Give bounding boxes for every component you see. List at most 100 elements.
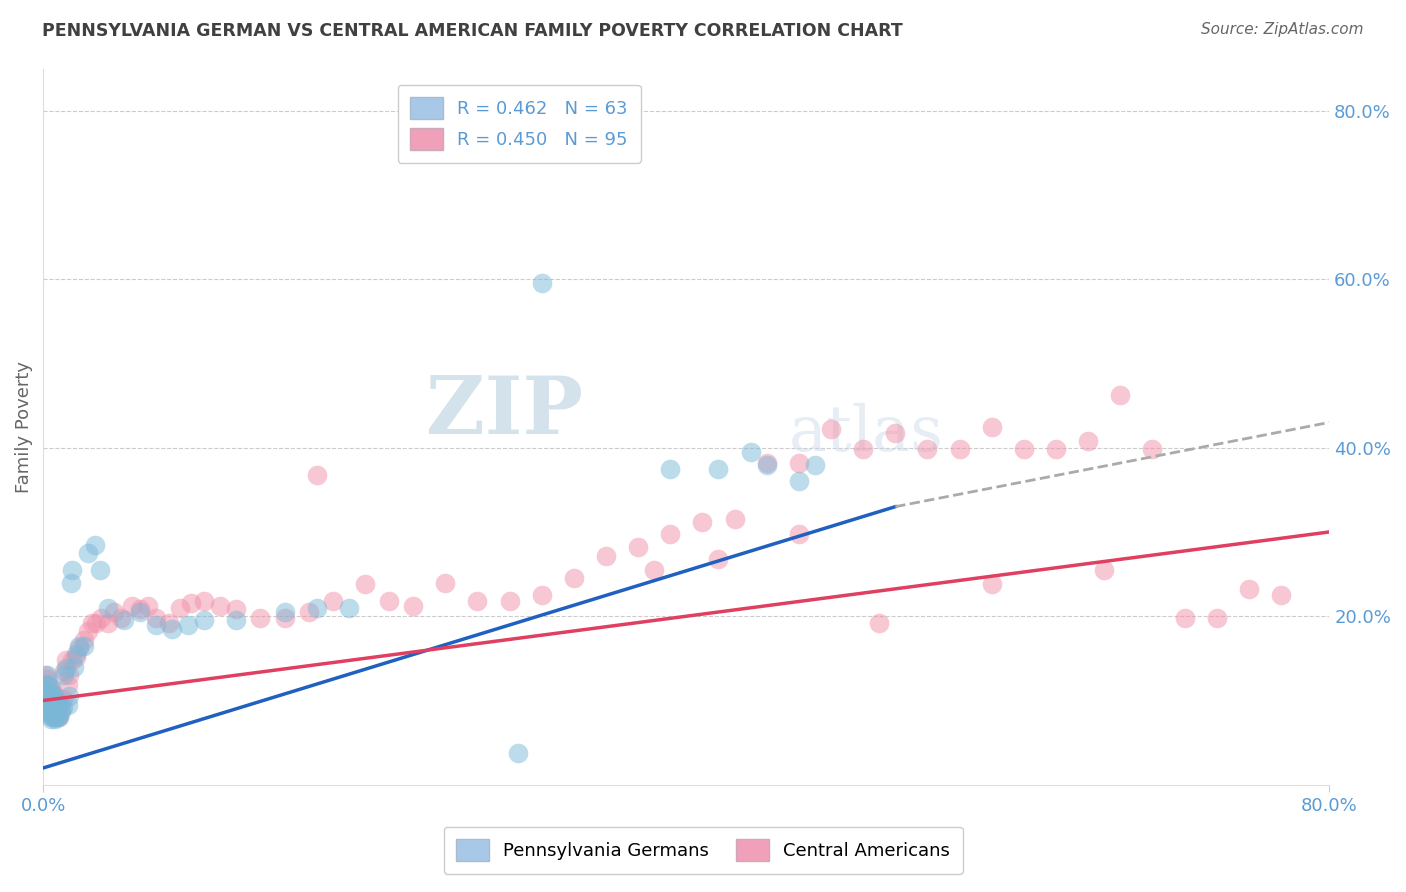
- Point: [44, 700, 66, 714]
- Point: [37, 687, 59, 701]
- Point: [402, 599, 425, 614]
- Point: [337, 600, 360, 615]
- Point: [41, 712, 63, 726]
- Point: [755, 458, 778, 472]
- Point: [97, 600, 120, 615]
- Point: [45, 695, 67, 709]
- Point: [1012, 442, 1035, 457]
- Point: [41, 702, 63, 716]
- Point: [46, 695, 69, 709]
- Point: [45, 708, 67, 723]
- Point: [55, 661, 77, 675]
- Point: [45, 698, 67, 712]
- Point: [44, 710, 66, 724]
- Point: [160, 622, 183, 636]
- Legend: Pennsylvania Germans, Central Americans: Pennsylvania Germans, Central Americans: [443, 827, 963, 874]
- Point: [378, 594, 401, 608]
- Point: [948, 442, 970, 457]
- Point: [121, 599, 143, 614]
- Point: [298, 605, 321, 619]
- Point: [209, 599, 232, 614]
- Point: [34, 693, 56, 707]
- Point: [42, 708, 65, 723]
- Point: [145, 617, 167, 632]
- Point: [787, 475, 810, 489]
- Text: atlas: atlas: [789, 403, 943, 465]
- Point: [273, 611, 295, 625]
- Point: [58, 668, 80, 682]
- Point: [112, 614, 135, 628]
- Point: [1270, 588, 1292, 602]
- Point: [38, 698, 60, 712]
- Point: [659, 526, 682, 541]
- Point: [44, 712, 66, 726]
- Point: [787, 456, 810, 470]
- Point: [707, 462, 730, 476]
- Point: [65, 649, 87, 664]
- Point: [38, 693, 60, 707]
- Point: [55, 653, 77, 667]
- Legend: R = 0.462   N = 63, R = 0.450   N = 95: R = 0.462 N = 63, R = 0.450 N = 95: [398, 85, 641, 163]
- Point: [65, 647, 87, 661]
- Point: [707, 552, 730, 566]
- Point: [38, 681, 60, 695]
- Point: [1174, 611, 1197, 625]
- Point: [37, 678, 59, 692]
- Point: [273, 605, 295, 619]
- Point: [58, 690, 80, 704]
- Point: [804, 458, 827, 472]
- Point: [128, 602, 150, 616]
- Point: [249, 611, 271, 625]
- Point: [37, 676, 59, 690]
- Point: [169, 600, 191, 615]
- Point: [35, 685, 58, 699]
- Point: [42, 710, 65, 724]
- Point: [506, 746, 529, 760]
- Point: [643, 563, 665, 577]
- Point: [46, 710, 69, 724]
- Point: [37, 698, 59, 712]
- Point: [48, 708, 70, 723]
- Point: [787, 526, 810, 541]
- Point: [67, 641, 90, 656]
- Point: [37, 687, 59, 701]
- Point: [35, 673, 58, 687]
- Point: [35, 668, 58, 682]
- Point: [38, 708, 60, 723]
- Point: [49, 702, 72, 716]
- Text: ZIP: ZIP: [426, 374, 583, 451]
- Point: [46, 708, 69, 723]
- Point: [128, 605, 150, 619]
- Point: [41, 685, 63, 699]
- Point: [136, 599, 159, 614]
- Point: [34, 687, 56, 701]
- Point: [723, 512, 745, 526]
- Point: [467, 594, 489, 608]
- Point: [1077, 434, 1099, 448]
- Point: [562, 571, 585, 585]
- Point: [740, 445, 762, 459]
- Point: [48, 698, 70, 712]
- Point: [77, 546, 100, 560]
- Point: [868, 615, 890, 630]
- Point: [434, 575, 457, 590]
- Point: [80, 615, 103, 630]
- Point: [305, 600, 328, 615]
- Point: [498, 594, 520, 608]
- Point: [225, 602, 247, 616]
- Point: [180, 596, 202, 610]
- Point: [42, 690, 65, 704]
- Point: [44, 691, 66, 706]
- Point: [980, 577, 1002, 591]
- Point: [44, 690, 66, 704]
- Point: [35, 702, 58, 716]
- Point: [692, 515, 714, 529]
- Point: [67, 639, 90, 653]
- Point: [193, 594, 215, 608]
- Point: [60, 563, 83, 577]
- Point: [41, 698, 63, 712]
- Point: [41, 681, 63, 695]
- Point: [595, 549, 617, 563]
- Point: [530, 588, 553, 602]
- Point: [37, 706, 59, 720]
